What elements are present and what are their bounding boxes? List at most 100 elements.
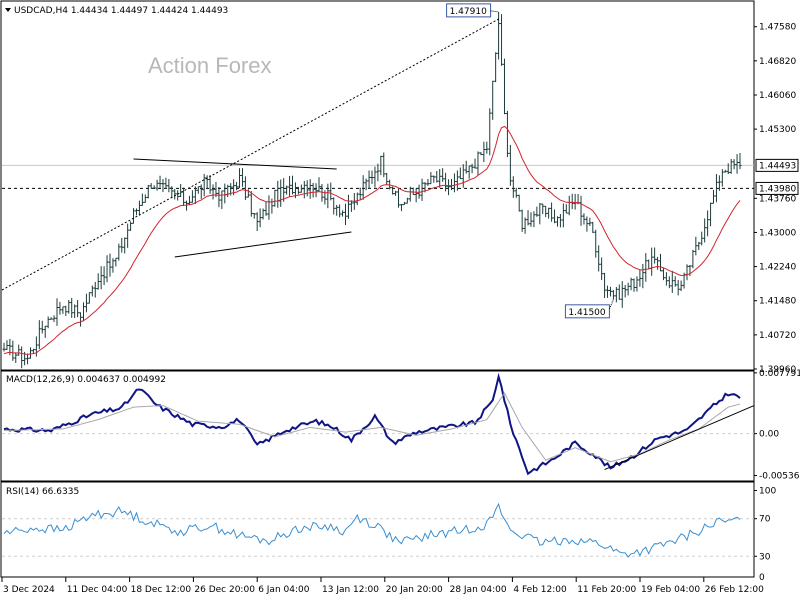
price-bar xyxy=(238,168,242,189)
price-bar xyxy=(288,175,292,197)
price-y-tick-label: 1.45300 xyxy=(759,125,796,135)
price-bar xyxy=(470,163,474,174)
price-bar xyxy=(732,159,736,170)
price-bar xyxy=(329,182,333,201)
price-bar xyxy=(211,184,215,200)
annotation-leader xyxy=(608,299,614,310)
price-bar xyxy=(497,11,501,60)
price-bar xyxy=(302,180,306,199)
price-bar xyxy=(700,231,704,246)
price-bar xyxy=(723,169,727,173)
price-bar xyxy=(273,189,277,207)
price-bar xyxy=(405,197,409,204)
price-bar xyxy=(544,205,548,218)
level-price-label: 1.43980 xyxy=(759,184,796,194)
price-bar xyxy=(137,200,141,216)
price-bar xyxy=(196,186,200,194)
price-bar xyxy=(399,204,403,212)
macd-y-tick-label: 0.007791 xyxy=(759,369,800,379)
price-bar xyxy=(285,185,289,195)
price-bar xyxy=(644,253,648,282)
price-bar xyxy=(31,348,35,354)
price-bar xyxy=(73,304,77,319)
price-bar xyxy=(494,52,498,83)
price-bar xyxy=(729,158,733,174)
price-bar xyxy=(432,175,436,183)
price-bar xyxy=(58,301,62,315)
price-bar xyxy=(55,298,59,326)
price-bar xyxy=(114,257,118,267)
price-bar xyxy=(391,186,395,195)
moving-average-line xyxy=(3,125,741,355)
high-annotation-box xyxy=(446,3,492,18)
level-price-box xyxy=(755,181,799,195)
price-bar xyxy=(282,178,286,202)
price-bar xyxy=(529,212,533,227)
price-bar xyxy=(140,193,144,206)
price-bar xyxy=(152,185,156,189)
price-bar xyxy=(129,221,133,231)
price-bar xyxy=(591,221,595,234)
price-bar xyxy=(367,170,371,189)
price-bar xyxy=(541,203,545,214)
signal-line xyxy=(3,392,741,463)
x-tick-label: 11 Feb 20:00 xyxy=(577,585,636,595)
price-y-tick-label: 1.41480 xyxy=(759,297,796,307)
price-bar xyxy=(217,186,221,208)
price-bar xyxy=(155,179,159,191)
price-bar xyxy=(102,266,106,286)
price-bar xyxy=(249,191,253,217)
price-bar xyxy=(158,175,162,188)
x-tick-label: 3 Dec 2024 xyxy=(3,585,55,595)
price-bar xyxy=(629,277,633,291)
rsi-line xyxy=(3,502,741,558)
price-bar xyxy=(720,169,724,187)
price-bar xyxy=(597,245,601,272)
price-bar xyxy=(482,141,486,163)
price-y-tick-label: 1.42240 xyxy=(759,263,796,273)
price-bar xyxy=(694,236,698,256)
x-tick-label: 19 Feb 04:00 xyxy=(641,585,700,595)
price-bar xyxy=(623,284,627,298)
price-y-tick-label: 1.47580 xyxy=(759,23,796,33)
price-bar xyxy=(143,194,147,203)
price-bar xyxy=(132,208,136,224)
price-bar xyxy=(14,352,18,364)
price-bar xyxy=(149,183,153,189)
price-bar xyxy=(706,210,710,237)
price-bar xyxy=(11,340,15,361)
macd-support-trendline xyxy=(604,405,755,471)
price-bar xyxy=(185,200,189,211)
x-axis: 3 Dec 2024 11 Dec 04:00 18 Dec 12:00 26 Dec… xyxy=(1,577,764,595)
price-bar xyxy=(396,187,400,208)
price-bar xyxy=(164,177,168,189)
price-bar xyxy=(638,269,642,287)
price-bar xyxy=(2,342,6,352)
price-bar xyxy=(661,268,665,281)
price-bar xyxy=(311,182,315,198)
price-bar xyxy=(585,216,589,232)
price-bar xyxy=(317,177,321,192)
price-bar xyxy=(335,204,339,216)
symbol-dropdown-icon[interactable] xyxy=(5,8,11,12)
watermark: Action Forex xyxy=(148,53,272,78)
price-bar xyxy=(676,279,680,296)
price-bar xyxy=(349,200,353,212)
price-bar xyxy=(87,292,91,304)
price-y-tick-label: 1.40720 xyxy=(759,331,796,341)
price-bar xyxy=(126,223,130,248)
price-bar xyxy=(299,184,303,193)
x-tick-label: 28 Jan 04:00 xyxy=(450,585,507,595)
x-tick-label: 26 Feb 12:00 xyxy=(705,585,764,595)
price-bar xyxy=(535,206,539,217)
price-bar xyxy=(108,253,112,277)
x-tick-label: 18 Dec 12:00 xyxy=(131,585,192,595)
low-annotation-label: 1.41500 xyxy=(568,308,605,318)
x-tick-label: 4 Feb 12:00 xyxy=(513,585,567,595)
price-bar xyxy=(376,163,380,182)
price-bar xyxy=(538,203,542,225)
price-bar xyxy=(332,197,336,215)
price-bar xyxy=(364,178,368,191)
price-bar xyxy=(43,325,47,338)
price-bar xyxy=(502,58,506,115)
